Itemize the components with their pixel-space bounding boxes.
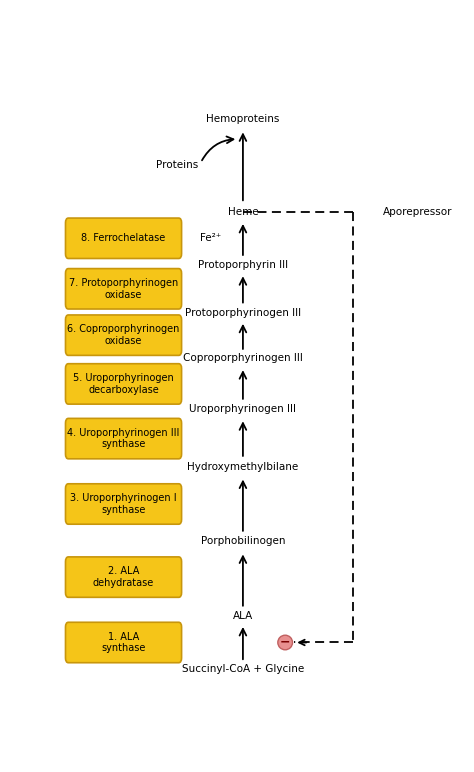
Text: 2. ALA
dehydratase: 2. ALA dehydratase	[93, 567, 154, 588]
Text: Succinyl-CoA + Glycine: Succinyl-CoA + Glycine	[182, 664, 304, 674]
FancyBboxPatch shape	[65, 622, 182, 662]
Text: ALA: ALA	[233, 611, 253, 621]
Text: 5. Uroporphyrinogen
decarboxylase: 5. Uroporphyrinogen decarboxylase	[73, 373, 174, 394]
Text: 7. Protoporphyrinogen
oxidase: 7. Protoporphyrinogen oxidase	[69, 278, 178, 300]
Text: Protoporphyrinogen III: Protoporphyrinogen III	[185, 307, 301, 317]
FancyBboxPatch shape	[65, 484, 182, 524]
FancyBboxPatch shape	[65, 218, 182, 259]
Text: −: −	[280, 636, 291, 649]
Text: Fe²⁺: Fe²⁺	[200, 233, 221, 243]
Text: Proteins: Proteins	[155, 160, 198, 170]
FancyBboxPatch shape	[65, 418, 182, 459]
Text: 4. Uroporphyrinogen III
synthase: 4. Uroporphyrinogen III synthase	[67, 428, 180, 449]
Text: 8. Ferrochelatase: 8. Ferrochelatase	[82, 233, 165, 243]
FancyBboxPatch shape	[65, 557, 182, 598]
Text: Hydroxymethylbilane: Hydroxymethylbilane	[187, 462, 299, 472]
Text: Coproporphyrinogen III: Coproporphyrinogen III	[183, 354, 303, 364]
Text: Protoporphyrin III: Protoporphyrin III	[198, 260, 288, 270]
Text: 1. ALA
synthase: 1. ALA synthase	[101, 631, 146, 653]
FancyBboxPatch shape	[65, 364, 182, 404]
FancyBboxPatch shape	[65, 315, 182, 355]
Text: Hemoproteins: Hemoproteins	[206, 114, 280, 124]
Ellipse shape	[278, 635, 292, 650]
Text: Porphobilinogen: Porphobilinogen	[201, 537, 285, 547]
Text: 3. Uroporphyrinogen I
synthase: 3. Uroporphyrinogen I synthase	[70, 493, 177, 515]
Text: 6. Coproporphyrinogen
oxidase: 6. Coproporphyrinogen oxidase	[67, 324, 180, 346]
FancyBboxPatch shape	[65, 269, 182, 309]
Text: Heme: Heme	[228, 207, 258, 216]
Text: Aporepressor: Aporepressor	[383, 207, 452, 216]
Text: Uroporphyrinogen III: Uroporphyrinogen III	[190, 404, 296, 414]
